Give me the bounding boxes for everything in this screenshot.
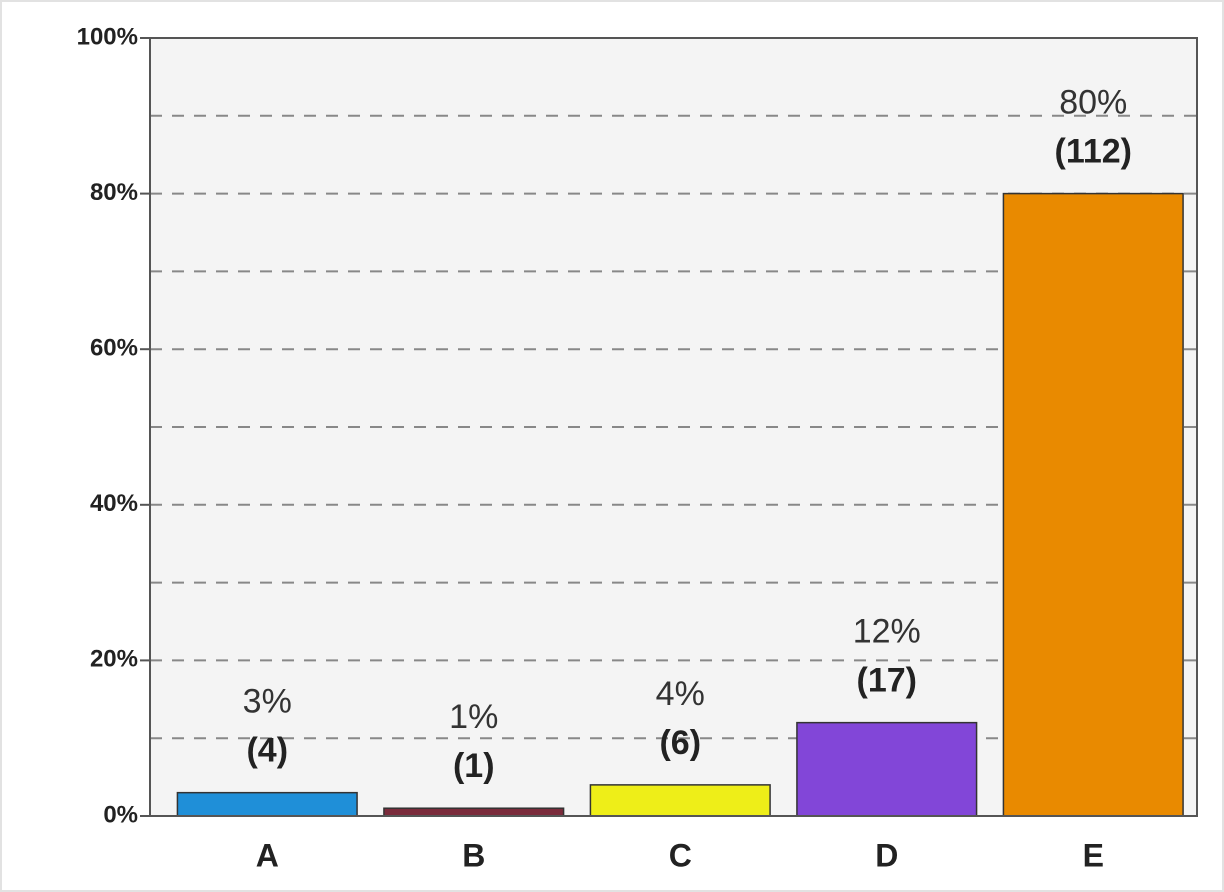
x-tick-label: A [256,837,279,873]
grid [140,37,1197,817]
y-tick-label: 0% [103,801,138,828]
value-label: 1% [449,698,498,736]
x-tick-label: E [1083,837,1104,873]
count-label: (4) [246,732,288,770]
y-tick-label: 60% [90,335,138,362]
plot-border [149,37,1198,817]
bar [589,784,771,817]
x-tick-label: C [669,837,692,873]
y-tick-label: 80% [90,179,138,206]
y-tick-label: 40% [90,490,138,517]
count-label: (6) [659,724,701,762]
count-label: (112) [1055,133,1133,171]
count-label: (1) [453,747,495,785]
bars [176,192,1184,817]
bar [383,807,565,817]
count-label: (17) [857,662,917,700]
bar [796,721,978,817]
y-tick-label: 100% [77,23,138,50]
x-tick-label: B [462,837,485,873]
bar [176,791,358,817]
value-label: 80% [1059,84,1127,122]
x-tick-label: D [875,837,898,873]
value-label: 12% [853,613,921,651]
bar [1002,192,1184,817]
y-tick-label: 20% [90,646,138,673]
value-label: 3% [243,683,292,721]
value-label: 4% [656,675,705,713]
